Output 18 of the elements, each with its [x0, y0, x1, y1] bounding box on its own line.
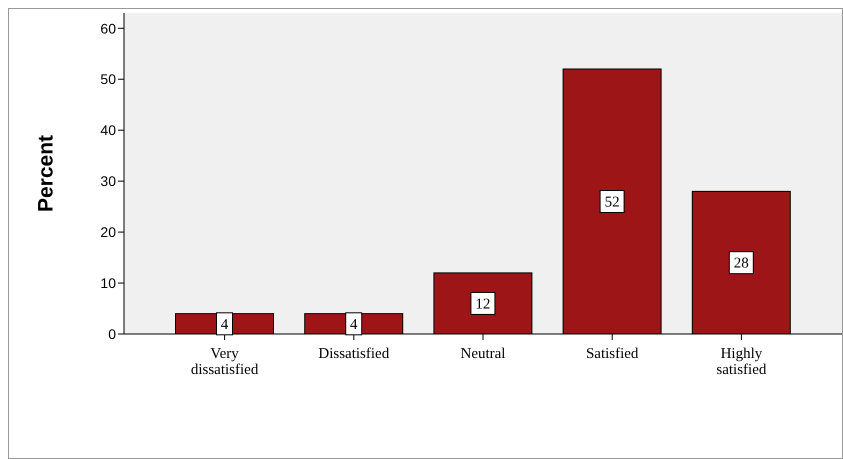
x-tick-label: Neutral: [460, 346, 506, 362]
y-tick-label: 20: [100, 224, 116, 240]
x-tick-label: Dissatisfied: [318, 346, 390, 362]
x-tick-label: Very dissatisfied: [190, 346, 259, 378]
data-label: 52: [604, 194, 620, 211]
y-tick-label: 60: [100, 20, 116, 36]
y-tick-label: 0: [108, 326, 116, 342]
y-tick-label: 50: [100, 71, 116, 88]
y-tick-label: 30: [100, 173, 116, 190]
x-tick-label: Highly satisfied: [716, 346, 767, 378]
y-tick-label: 10: [100, 275, 116, 292]
data-label: 12: [475, 296, 490, 312]
data-label: 4: [220, 316, 229, 333]
x-tick-label: Satisfied: [586, 346, 639, 362]
data-label: 4: [350, 316, 358, 333]
data-label: 28: [734, 256, 749, 272]
y-tick-label: 40: [100, 122, 116, 138]
y-axis-title: Percent: [34, 134, 58, 212]
